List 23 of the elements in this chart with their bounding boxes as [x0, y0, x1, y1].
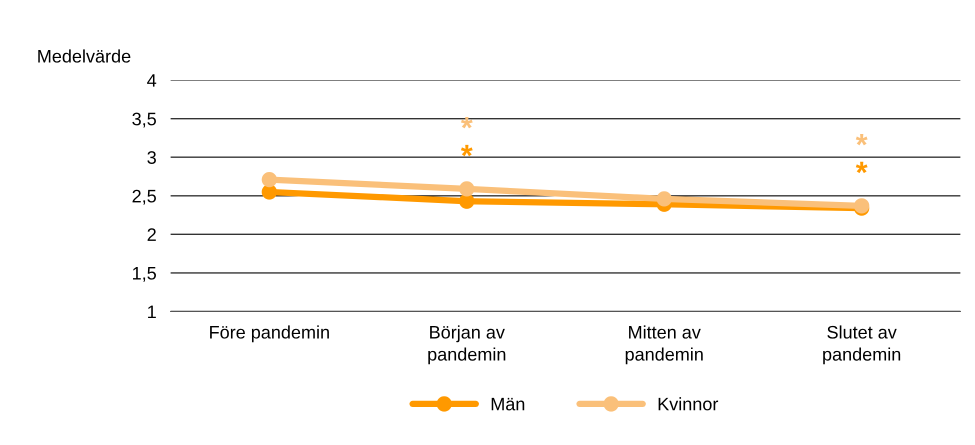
y-tick-label: 4 — [147, 74, 156, 87]
legend-label: Män — [492, 398, 524, 410]
data-label: * — [460, 144, 473, 156]
data-label: * — [460, 117, 473, 128]
x-tick-label: Mitten av pandemin — [626, 325, 703, 364]
y-tick-label: 1,5 — [133, 267, 156, 282]
x-tick-label: Före pandemin — [210, 325, 329, 342]
data-label: * — [856, 134, 868, 146]
data-label: * — [856, 162, 868, 174]
y-tick-label: 3 — [147, 151, 156, 164]
point — [656, 191, 672, 207]
y-tick-label: 1 — [148, 306, 156, 318]
y-tick-label: 2 — [148, 228, 156, 241]
x-tick-label: Början av pandemin — [428, 325, 506, 364]
y-axis-title: Medelvärde — [38, 49, 130, 63]
legend-label: Kvinnor — [658, 397, 718, 410]
point — [262, 184, 277, 200]
y-tick-label: 2,5 — [132, 190, 156, 205]
point — [459, 194, 474, 209]
y-tick-label: 3,5 — [132, 112, 156, 128]
x-tick-label: Slutet av pandemin — [823, 325, 900, 364]
point — [459, 181, 474, 196]
point — [262, 172, 277, 188]
